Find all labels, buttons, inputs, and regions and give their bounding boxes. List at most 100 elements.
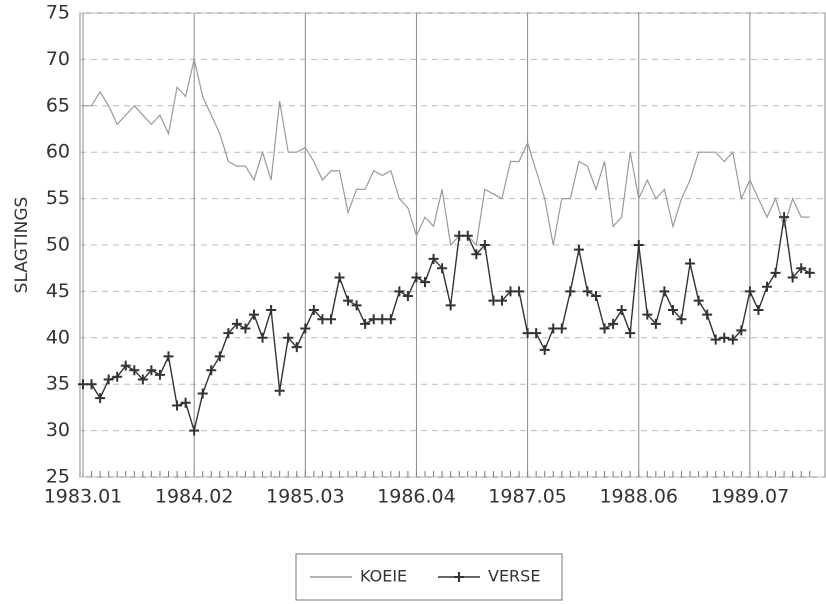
series-marker: [659, 286, 670, 297]
series-marker: [445, 300, 456, 311]
series-marker: [539, 344, 550, 355]
y-axis-label: SLAGTINGS: [12, 197, 32, 294]
series-marker: [565, 286, 576, 297]
series-marker: [189, 425, 200, 436]
series-marker: [180, 397, 191, 408]
series-marker: [385, 314, 396, 325]
series-marker: [103, 374, 114, 385]
x-tick-label: 1984.02: [155, 486, 234, 508]
series-marker: [762, 281, 772, 292]
y-tick-label: 25: [46, 466, 70, 488]
x-tick-label: 1985.03: [266, 486, 345, 508]
series-marker: [454, 230, 465, 241]
y-tick-label: 60: [46, 141, 70, 163]
series-marker: [514, 286, 525, 297]
y-tick-label: 35: [46, 373, 70, 395]
series-marker: [608, 318, 619, 329]
series-marker: [163, 351, 174, 362]
series-marker: [420, 277, 430, 288]
series-marker: [770, 267, 781, 278]
series-marker: [394, 286, 405, 297]
series-marker: [667, 304, 678, 315]
series-marker: [351, 300, 362, 311]
series-marker: [727, 334, 738, 345]
series-marker: [308, 304, 319, 315]
series-marker: [411, 272, 422, 283]
x-tick-label: 1987.05: [488, 486, 567, 508]
series-marker: [377, 314, 388, 325]
series-marker: [787, 272, 798, 283]
series-marker: [599, 323, 610, 334]
series-marker: [471, 249, 482, 260]
series-marker: [437, 263, 448, 274]
series-marker: [249, 309, 259, 320]
series-marker: [462, 230, 473, 241]
series-marker: [710, 334, 721, 345]
series-marker: [479, 240, 490, 250]
series-marker: [325, 314, 336, 325]
series-marker: [360, 318, 371, 329]
series-marker: [591, 291, 601, 302]
series-marker: [693, 295, 704, 306]
series-line: [83, 59, 810, 247]
series-marker: [343, 295, 354, 306]
series-marker: [744, 286, 755, 297]
series-marker: [522, 328, 533, 339]
series-marker: [317, 314, 328, 325]
series-marker: [283, 332, 294, 343]
series-marker: [796, 263, 807, 274]
y-tick-label: 50: [46, 234, 70, 256]
series-marker: [240, 323, 251, 334]
series-marker: [531, 328, 542, 339]
x-tick-label: 1986.04: [377, 486, 456, 508]
series-marker: [556, 323, 567, 334]
series-marker: [300, 323, 311, 334]
series-marker: [223, 328, 234, 339]
y-tick-label: 65: [46, 94, 70, 116]
series-line: [83, 217, 811, 434]
series-marker: [616, 304, 627, 315]
series-marker: [78, 379, 88, 390]
series-marker: [231, 318, 242, 329]
y-tick-label: 55: [46, 187, 70, 209]
series-marker: [120, 360, 131, 371]
series-marker: [650, 318, 661, 329]
series-marker: [633, 240, 644, 250]
x-tick-label: 1983.01: [44, 486, 123, 508]
series-marker: [505, 286, 516, 297]
series-marker: [334, 272, 345, 283]
series-marker: [702, 309, 713, 320]
series-marker: [274, 385, 285, 396]
series-marker: [676, 314, 687, 325]
series-marker: [257, 332, 268, 343]
series-marker: [804, 267, 815, 278]
y-tick-label: 40: [46, 326, 70, 348]
y-tick-label: 75: [46, 2, 70, 24]
legend-label: KOEIE: [360, 567, 407, 586]
legend-box: [295, 553, 563, 601]
legend-label: VERSE: [488, 567, 540, 586]
series-marker: [129, 365, 140, 376]
series-marker: [753, 304, 764, 315]
y-tick-label: 30: [46, 419, 70, 441]
series-marker: [197, 388, 208, 399]
series-marker: [642, 309, 653, 320]
series-marker: [573, 244, 584, 255]
x-tick-label: 1988.06: [599, 486, 678, 508]
series-marker: [428, 253, 439, 264]
y-tick-label: 70: [46, 48, 70, 70]
series-marker: [582, 286, 593, 297]
series-marker: [291, 342, 302, 353]
series-marker: [172, 400, 183, 411]
series-marker: [137, 374, 148, 385]
x-tick-label: 1989.07: [711, 486, 790, 508]
series-marker: [112, 371, 123, 382]
series-marker: [488, 295, 499, 306]
series-marker: [206, 365, 217, 376]
series-marker: [496, 295, 507, 306]
series-marker: [625, 328, 636, 339]
series-marker: [154, 369, 165, 380]
legend-marker: [454, 572, 464, 582]
series-marker: [95, 393, 106, 404]
